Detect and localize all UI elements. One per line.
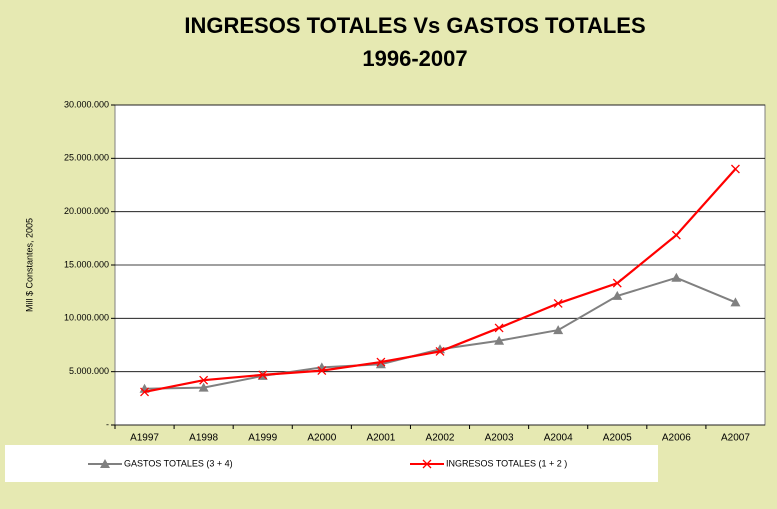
marker — [612, 278, 622, 288]
x-tick-label: A2003 — [485, 433, 514, 444]
chart-subtitle: 1996-2007 — [362, 46, 467, 71]
legend-label: INGRESOS TOTALES (1 + 2 ) — [446, 458, 567, 468]
y-tick-label: 30.000.000 — [64, 99, 109, 109]
y-tick-label: 10.000.000 — [64, 313, 109, 323]
x-tick-label: A2004 — [544, 433, 573, 444]
marker — [730, 297, 741, 307]
x-tick-label: A2005 — [603, 433, 632, 444]
marker — [553, 298, 563, 308]
marker — [375, 359, 386, 369]
marker — [494, 323, 504, 333]
y-tick-label: 5.000.000 — [69, 366, 109, 376]
x-tick-label: A2007 — [721, 433, 750, 444]
y-tick-label: 25.000.000 — [64, 153, 109, 163]
marker — [199, 375, 209, 385]
marker — [376, 357, 386, 367]
marker — [612, 290, 623, 300]
marker — [435, 346, 445, 356]
marker — [422, 459, 432, 469]
marker — [671, 230, 681, 240]
marker — [258, 370, 268, 380]
marker — [553, 325, 564, 335]
y-tick-label: 15.000.000 — [64, 259, 109, 269]
x-tick-label: A2006 — [662, 433, 691, 444]
x-tick-label: A1997 — [130, 433, 159, 444]
x-tick-label: A1998 — [189, 433, 218, 444]
y-tick-label: - — [106, 419, 109, 429]
marker — [100, 459, 110, 468]
marker — [494, 335, 505, 345]
chart-title: INGRESOS TOTALES Vs GASTOS TOTALES — [184, 13, 645, 38]
x-tick-label: A2000 — [307, 433, 336, 444]
y-axis-label: Mill $ Constantes, 2005 — [24, 218, 34, 312]
x-tick-label: A1999 — [248, 433, 277, 444]
marker — [198, 382, 209, 392]
y-tick-label: 20.000.000 — [64, 206, 109, 216]
marker — [671, 272, 682, 282]
x-tick-label: A2001 — [366, 433, 395, 444]
legend-label: GASTOS TOTALES (3 + 4) — [124, 458, 233, 468]
marker — [140, 387, 150, 397]
marker — [317, 366, 327, 376]
marker — [730, 164, 740, 174]
x-tick-label: A2002 — [426, 433, 455, 444]
